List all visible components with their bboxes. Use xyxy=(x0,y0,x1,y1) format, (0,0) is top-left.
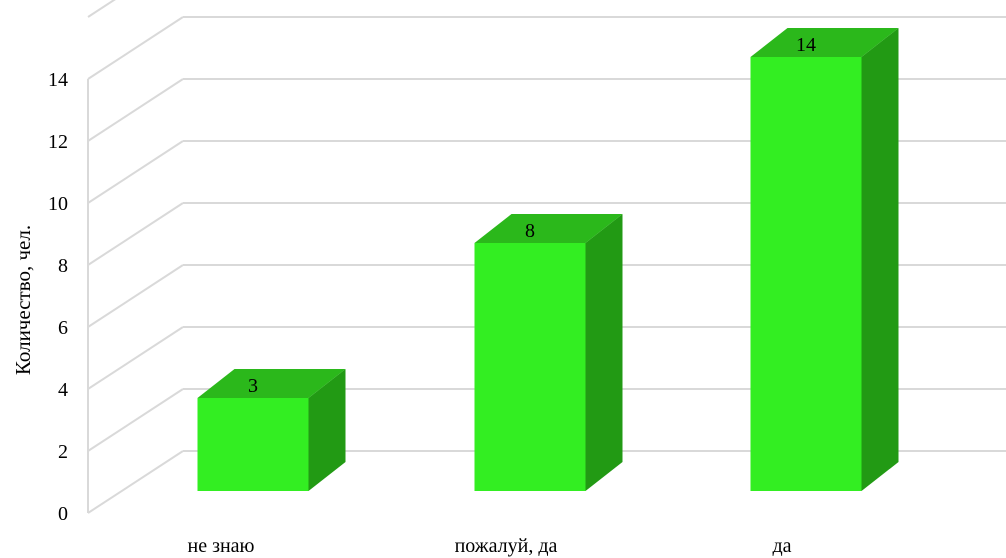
bar-side-face xyxy=(308,369,346,491)
gridline-side xyxy=(87,140,184,204)
x-category-label: не знаю xyxy=(187,535,254,557)
bar-top-face xyxy=(197,369,346,398)
y-tick-label: 8 xyxy=(58,255,68,277)
x-category-label: пожалуй, да xyxy=(455,535,558,557)
bar xyxy=(750,28,899,491)
y-axis-ticks: 0 2 4 6 8 10 12 14 xyxy=(48,69,68,525)
x-category-label: да xyxy=(772,535,791,557)
y-tick-label: 2 xyxy=(58,441,68,463)
y-tick-label: 4 xyxy=(58,379,68,401)
bar-front-face xyxy=(750,57,862,491)
bars xyxy=(197,28,899,491)
gridline-side xyxy=(87,264,184,328)
gridline-side xyxy=(87,16,184,80)
y-tick-label: 6 xyxy=(58,317,68,339)
y-tick-label: 12 xyxy=(48,131,68,153)
gridline-side xyxy=(87,450,184,514)
bar-side-face xyxy=(585,214,623,491)
y-tick-label: 0 xyxy=(58,503,68,525)
y-tick-label: 10 xyxy=(48,193,68,215)
data-label: 3 xyxy=(248,375,258,397)
y-axis-title: Количество, чел. xyxy=(11,225,35,375)
bar-front-face xyxy=(474,243,586,491)
gridline-side xyxy=(87,326,184,390)
x-axis-categories: не знаю пожалуй, да да xyxy=(187,535,791,557)
data-label: 14 xyxy=(796,34,816,56)
bar xyxy=(197,369,346,491)
bar xyxy=(474,214,623,491)
gridline-side xyxy=(87,78,184,142)
bar-front-face xyxy=(197,398,309,491)
gridline-side xyxy=(87,202,184,266)
gridline-side xyxy=(87,0,116,18)
data-labels: 3 8 14 xyxy=(248,34,816,397)
bar-top-face xyxy=(474,214,623,243)
bar-top-face xyxy=(750,28,899,57)
data-label: 8 xyxy=(525,220,535,242)
gridline-side xyxy=(87,388,184,452)
bar-side-face xyxy=(861,28,899,491)
y-tick-label: 14 xyxy=(48,69,68,91)
